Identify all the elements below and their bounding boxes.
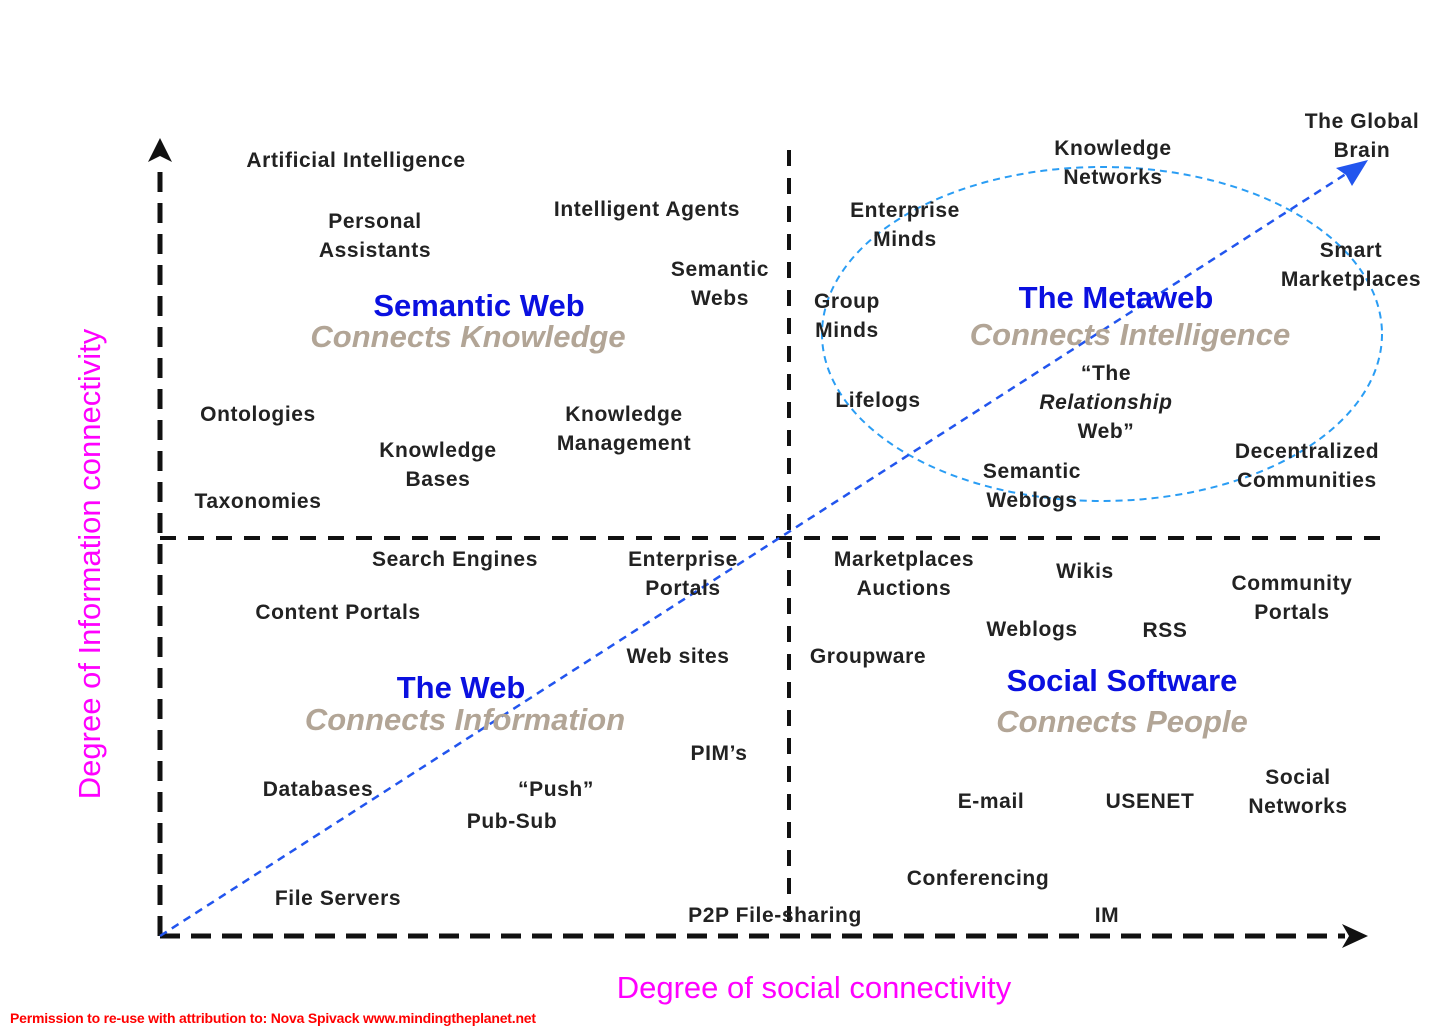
item-groupware: Groupware	[809, 645, 927, 668]
line: Portals	[645, 577, 721, 600]
item-wikis: Wikis	[1056, 560, 1114, 583]
line: Group	[814, 290, 880, 313]
trend-arrow-head-icon	[1336, 160, 1368, 186]
item-content-portals: Content Portals	[255, 601, 421, 624]
item-decentralized-communities: Decentralized Communities	[1235, 437, 1379, 495]
item-taxonomies: Taxonomies	[194, 490, 322, 513]
item-relationship-web: “The Relationship Web”	[1039, 359, 1172, 446]
metaweb-ellipse	[821, 166, 1383, 502]
item-enterprise-portals: Enterprise Portals	[628, 545, 738, 603]
item-semantic-weblogs: Semantic Weblogs	[983, 457, 1081, 515]
line: Semantic	[982, 460, 1082, 483]
item-semantic-webs: Semantic Webs	[671, 255, 769, 313]
item-web-sites: Web sites	[626, 645, 730, 668]
line: Brain	[1333, 139, 1391, 162]
line: Semantic	[670, 258, 770, 281]
trend-arrow-line	[159, 168, 1353, 938]
x-axis-arrow-icon	[1342, 924, 1368, 948]
line: Knowledge	[1054, 137, 1172, 160]
quadrant-subtitle-semantic-web: Connects Knowledge	[310, 319, 626, 354]
line: Minds	[873, 228, 937, 251]
line: Enterprise	[628, 548, 738, 571]
line: Community	[1231, 572, 1353, 595]
item-pims: PIM’s	[690, 742, 748, 765]
item-lifelogs: Lifelogs	[835, 389, 921, 412]
attribution-credit: Permission to re-use with attribution to…	[10, 1010, 536, 1026]
item-rss: RSS	[1142, 619, 1188, 642]
item-weblogs: Weblogs	[986, 618, 1078, 641]
line: Personal	[328, 210, 422, 233]
item-p2p-file-sharing: P2P File-sharing	[688, 904, 862, 927]
y-axis-label: Degree of Information connectivity	[72, 328, 107, 800]
item-community-portals: Community Portals	[1232, 569, 1353, 627]
item-file-servers: File Servers	[274, 887, 402, 910]
quadrant-title-the-web: The Web	[396, 670, 526, 705]
item-smart-marketplaces: Smart Marketplaces	[1281, 236, 1421, 294]
item-databases: Databases	[262, 778, 374, 801]
line: Networks	[1063, 166, 1163, 189]
line: Bases	[405, 468, 471, 491]
item-knowledge-management: Knowledge Management	[557, 400, 691, 458]
line: Knowledge	[565, 403, 683, 426]
line: Smart	[1319, 239, 1383, 262]
item-enterprise-minds: Enterprise Minds	[850, 196, 960, 254]
line: Networks	[1248, 795, 1348, 818]
item-pub-sub: Pub-Sub	[466, 810, 558, 833]
line: Minds	[815, 319, 879, 342]
item-ontologies: Ontologies	[200, 403, 316, 426]
item-intelligent-agents: Intelligent Agents	[553, 198, 741, 221]
line: Marketplaces	[833, 548, 975, 571]
line: Decentralized	[1234, 440, 1380, 463]
item-conferencing: Conferencing	[906, 867, 1050, 890]
quadrant-title-semantic-web: Semantic Web	[373, 288, 585, 323]
line: Marketplaces	[1280, 268, 1422, 291]
quadrant-subtitle-metaweb: Connects Intelligence	[969, 317, 1291, 352]
item-im: IM	[1094, 904, 1120, 927]
item-knowledge-bases: Knowledge Bases	[379, 436, 496, 494]
item-knowledge-networks: Knowledge Networks	[1054, 134, 1171, 192]
item-email: E-mail	[957, 790, 1025, 813]
line: Webs	[690, 287, 750, 310]
item-personal-assistants: Personal Assistants	[319, 207, 431, 265]
item-search-engines: Search Engines	[372, 548, 538, 571]
y-axis-arrow-icon	[148, 138, 172, 162]
line: Social	[1265, 766, 1331, 789]
quadrant-subtitle-the-web: Connects Information	[304, 702, 626, 737]
x-axis-label: Degree of social connectivity	[616, 970, 1012, 1005]
line: Knowledge	[379, 439, 497, 462]
line: Auctions	[856, 577, 952, 600]
item-marketplaces-auctions: Marketplaces Auctions	[834, 545, 974, 603]
item-global-brain: The Global Brain	[1305, 107, 1420, 165]
line: Enterprise	[850, 199, 960, 222]
item-group-minds: Group Minds	[814, 287, 880, 345]
line: Web”	[1077, 420, 1135, 443]
line: Assistants	[318, 239, 432, 262]
line: Relationship	[1039, 391, 1173, 414]
item-push: “Push”	[518, 778, 594, 801]
line: “The	[1080, 362, 1132, 385]
line: Weblogs	[986, 489, 1078, 512]
item-usenet: USENET	[1105, 790, 1195, 813]
line: Portals	[1254, 601, 1330, 624]
item-social-networks: Social Networks	[1248, 763, 1347, 821]
line: Management	[556, 432, 692, 455]
line: Communities	[1237, 469, 1377, 492]
quadrant-title-metaweb: The Metaweb	[1018, 280, 1214, 315]
line: The Global	[1304, 110, 1420, 133]
item-artificial-intelligence: Artificial Intelligence	[246, 149, 466, 172]
quadrant-title-social-software: Social Software	[1006, 663, 1238, 698]
quadrant-subtitle-social-software: Connects People	[996, 704, 1248, 739]
